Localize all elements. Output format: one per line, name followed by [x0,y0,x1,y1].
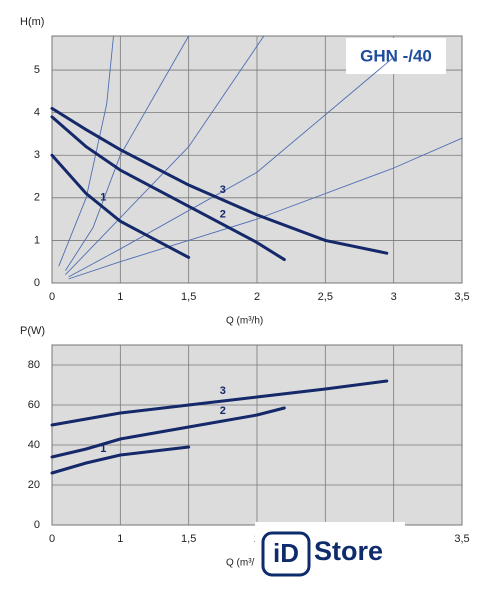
x-tick-label: 2,5 [318,291,333,303]
series-label: 2 [220,208,226,220]
series-line [50,445,191,475]
series-line [50,153,191,259]
y-axis-label: P(W) [20,325,45,337]
series-line [50,406,286,459]
x-tick-label: 2 [254,291,260,303]
title-box [346,38,446,74]
reference-curve [65,35,265,275]
y-tick-label: 20 [28,479,40,491]
x-tick-label: 3,5 [454,533,469,545]
y-tick-label: 0 [34,519,40,531]
y-tick-label: 4 [34,107,40,119]
y-tick-label: 40 [28,439,40,451]
series-line [50,106,389,255]
watermark-text: iD [273,538,299,568]
y-tick-label: 1 [34,234,40,246]
x-tick-label: 0 [49,533,55,545]
y-tick-label: 60 [28,399,40,411]
y-tick-label: 2 [34,192,40,204]
x-tick-label: 1 [117,291,123,303]
x-axis-label: Q (m³/h) [226,558,263,569]
x-tick-label: 3 [391,291,397,303]
reference-curve [65,35,190,271]
x-tick-label: 1,5 [181,291,196,303]
watermark: iD Store [255,522,405,586]
watermark-text: Store [314,536,383,566]
series-label: 3 [220,184,226,196]
x-tick-label: 1,5 [181,533,196,545]
series-label: 1 [100,191,106,203]
y-tick-label: 0 [34,277,40,289]
watermark-box [261,531,311,577]
x-tick-label: 3,5 [454,291,469,303]
series-label: 1 [100,443,106,455]
x-tick-label: 1 [117,533,123,545]
series-line [50,115,286,262]
chart-title: GHN -/40 [360,46,432,65]
y-tick-label: 5 [34,64,40,76]
y-tick-label: 3 [34,149,40,161]
reference-curve [68,56,395,278]
series-line [50,379,389,427]
series-label: 2 [220,405,226,417]
series-label: 3 [220,385,226,397]
y-axis-label: H(m) [20,16,44,28]
x-axis-label: Q (m³/h) [226,316,263,327]
reference-curve [58,35,114,267]
x-tick-label: 0 [49,291,55,303]
reference-curve [68,137,463,280]
y-tick-label: 80 [28,359,40,371]
